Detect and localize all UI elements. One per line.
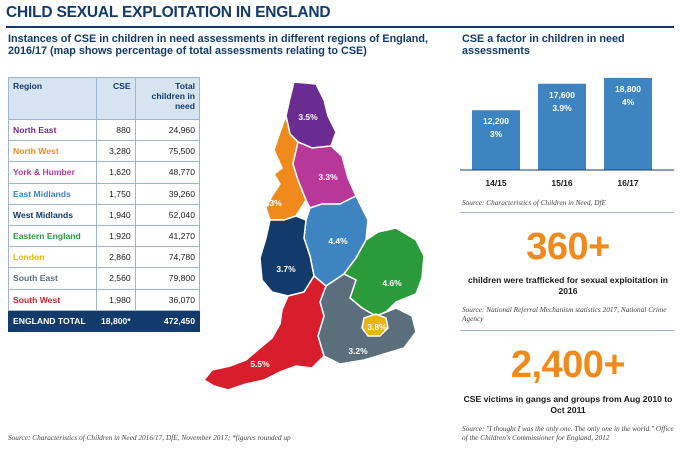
section-divider	[460, 330, 674, 331]
map-label-yorkshire: 3.3%	[318, 172, 338, 182]
column-header-region: Region	[8, 77, 97, 120]
total-children: 472,450	[134, 309, 201, 332]
title-divider	[6, 26, 674, 28]
x-tick-label: 16/17	[617, 178, 639, 188]
table-row: South West 1,980 36,070	[8, 288, 201, 311]
region-name: North East	[8, 118, 97, 142]
gangs-stat-source: Source: "I thought I was the only one. T…	[462, 424, 674, 443]
gangs-stat-description: CSE victims in gangs and groups from Aug…	[463, 394, 673, 415]
bar-chart-source: Source: Characteristics of Children in N…	[462, 198, 606, 207]
table-row: York & Humber 1,620 48,770	[8, 161, 201, 184]
table-row: Eastern England 1,920 41,270	[8, 224, 201, 248]
trafficked-stat-description: children were trafficked for sexual expl…	[467, 275, 669, 296]
region-name: East Midlands	[8, 182, 97, 205]
region-total: 39,260	[134, 182, 201, 205]
map-label-london: 3.8%	[367, 322, 387, 332]
region-cse: 1,940	[96, 203, 136, 226]
bar-value-label: 12,200	[483, 116, 509, 126]
table-source-note: Source: Characteristics of Children in N…	[8, 433, 291, 442]
total-label: ENGLAND TOTAL	[8, 309, 97, 332]
x-tick-label: 14/15	[485, 178, 507, 188]
region-name: West Midlands	[8, 203, 97, 226]
bar-percent-label: 4%	[622, 97, 635, 107]
region-cse: 2,560	[96, 267, 136, 290]
table-row: South East 2,560 79,800	[8, 267, 201, 290]
region-total: 41,270	[134, 224, 201, 248]
bar-14-15	[472, 110, 520, 170]
england-regions-map: 3.5% 4.3% 3.3% 4.4% 3.7% 4.6% 3.8% 3.2% …	[202, 81, 425, 391]
cse-bar-chart: 12,200 3% 14/15 17,600 3.9% 15/16 18,800 4% 16/1…	[460, 77, 674, 188]
region-total: 24,960	[134, 118, 201, 142]
map-label-east: 4.6%	[382, 278, 402, 288]
region-total: 52,040	[134, 203, 201, 226]
region-total: 79,800	[134, 267, 201, 290]
region-name: South East	[8, 267, 97, 290]
region-name: Eastern England	[8, 224, 97, 248]
table-row: North West 3,280 75,500	[8, 140, 201, 163]
gangs-stat-value: 2,400+	[510, 344, 626, 386]
map-region-london	[361, 313, 389, 337]
region-cse: 880	[96, 118, 136, 142]
region-cse: 1,980	[96, 288, 136, 311]
map-label-south-west: 5.5%	[250, 359, 270, 369]
table-total-row: ENGLAND TOTAL 18,800* 472,450	[8, 309, 201, 332]
region-name: London	[8, 246, 97, 269]
bar-percent-label: 3.9%	[552, 103, 572, 113]
region-cse: 1,620	[96, 161, 136, 184]
table-row: London 2,860 74,780	[8, 246, 201, 269]
table-row: North East 880 24,960	[8, 118, 201, 142]
region-cse: 1,920	[96, 224, 136, 248]
region-name: South West	[8, 288, 97, 311]
bar-16-17	[604, 77, 652, 170]
table-row: East Midlands 1,750 39,260	[8, 182, 201, 205]
regions-table: Region CSE Total children in need North …	[8, 77, 201, 332]
bar-value-label: 18,800	[615, 84, 641, 94]
map-region-south-west	[202, 274, 327, 391]
x-tick-label: 15/16	[551, 178, 573, 188]
trafficked-stat-source: Source: National Referral Mechanism stat…	[462, 305, 667, 324]
map-subtitle: Instances of CSE in children in need ass…	[8, 33, 428, 58]
page-title: CHILD SEXUAL EXPLOITATION IN ENGLAND	[6, 4, 331, 21]
region-name: North West	[8, 140, 97, 163]
region-cse: 3,280	[96, 140, 136, 163]
map-label-north-east: 3.5%	[298, 112, 318, 122]
bar-percent-label: 3%	[490, 129, 503, 139]
bar-chart-title: CSE a factor in children in need assessm…	[462, 33, 625, 58]
table-row: West Midlands 1,940 52,040	[8, 203, 201, 226]
section-divider	[460, 212, 674, 213]
region-total: 48,770	[134, 161, 201, 184]
column-header-cse: CSE	[96, 77, 136, 120]
map-label-east-midlands: 4.4%	[328, 236, 348, 246]
region-name: York & Humber	[8, 161, 97, 184]
region-total: 74,780	[134, 246, 201, 269]
region-total: 75,500	[134, 140, 201, 163]
region-cse: 1,750	[96, 182, 136, 205]
table-header-row: Region CSE Total children in need	[8, 77, 201, 120]
map-label-west-midlands: 3.7%	[276, 264, 296, 274]
trafficked-stat-value: 360+	[526, 226, 610, 268]
bar-value-label: 17,600	[549, 90, 575, 100]
map-label-south-east: 3.2%	[348, 346, 368, 356]
total-cse: 18,800*	[96, 309, 136, 332]
map-label-north-west: 4.3%	[262, 198, 282, 208]
region-cse: 2,860	[96, 246, 136, 269]
column-header-total: Total children in need	[134, 77, 201, 120]
region-total: 36,070	[134, 288, 201, 311]
bar-15-16	[538, 83, 586, 170]
